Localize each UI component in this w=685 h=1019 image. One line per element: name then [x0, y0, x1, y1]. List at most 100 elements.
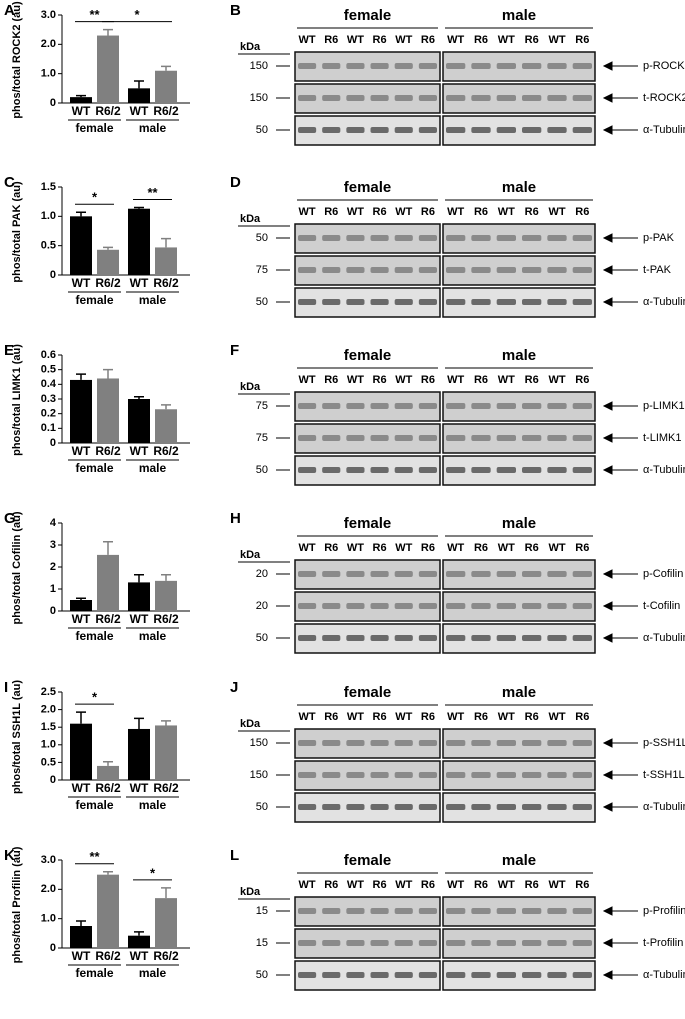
blot-band — [322, 908, 341, 914]
blot-strip — [442, 559, 596, 590]
blot-band — [471, 908, 491, 914]
blot-band — [471, 635, 491, 641]
blot-band — [394, 972, 413, 978]
blot-band — [547, 635, 567, 641]
lane-label: R6 — [421, 374, 435, 386]
blot-band — [522, 467, 542, 473]
bar — [155, 898, 177, 948]
blot-band — [322, 127, 341, 133]
group-label: male — [139, 798, 167, 812]
blot-band — [370, 740, 389, 746]
x-tick-label: R6/2 — [153, 444, 179, 458]
blot-band — [418, 63, 437, 69]
group-label: male — [139, 293, 167, 307]
group-label: female — [75, 121, 113, 135]
y-tick-label: 0.4 — [41, 378, 57, 390]
lane-label: R6 — [474, 542, 488, 554]
blot-band — [522, 804, 542, 810]
blot-band — [572, 95, 592, 101]
group-label: female — [75, 293, 113, 307]
band-label: α-Tubulin — [643, 124, 685, 136]
group-label: male — [502, 7, 536, 24]
x-tick-label: WT — [72, 276, 91, 290]
blot-band — [298, 127, 317, 133]
blot-band — [471, 299, 491, 305]
blot-band — [322, 940, 341, 946]
y-tick-label: 0 — [50, 269, 56, 281]
blot-band — [346, 267, 365, 273]
blot-band — [346, 772, 365, 778]
blot-band — [298, 403, 317, 409]
blot-band — [418, 972, 437, 978]
y-tick-label: 1.5 — [41, 721, 56, 733]
arrow — [602, 802, 638, 812]
blot-band — [418, 908, 437, 914]
bar — [70, 379, 92, 443]
blot-band — [322, 972, 341, 978]
lane-label: WT — [548, 879, 565, 891]
lane-label: R6 — [373, 206, 387, 218]
y-tick-label: 1 — [50, 583, 56, 595]
blot-band — [572, 267, 592, 273]
y-tick-label: 3.0 — [41, 9, 56, 21]
blot-strip — [294, 960, 441, 991]
lane-label: R6 — [373, 879, 387, 891]
error-bar — [134, 717, 144, 729]
significance-label: * — [92, 690, 98, 705]
blot-band — [370, 63, 389, 69]
error-bar — [76, 94, 86, 98]
y-tick-label: 2.0 — [41, 38, 56, 50]
x-tick-label: WT — [130, 781, 149, 795]
blot-band — [346, 940, 365, 946]
arrow — [602, 433, 638, 443]
blot-band — [418, 740, 437, 746]
lane-label: R6 — [421, 711, 435, 723]
y-tick-label: 1.0 — [41, 913, 56, 925]
blot-band — [370, 467, 389, 473]
y-axis-title: phos/total ROCK2 (au) — [11, 1, 23, 119]
y-tick-label: 1.5 — [41, 181, 56, 193]
x-tick-label: WT — [72, 104, 91, 118]
blot-band — [322, 403, 341, 409]
error-bar — [76, 597, 86, 600]
y-tick-label: 0 — [50, 97, 56, 109]
blot-strip — [442, 287, 596, 318]
arrow — [602, 938, 638, 948]
blot-strip — [294, 391, 441, 422]
blot-band — [346, 95, 365, 101]
blot-band — [446, 740, 466, 746]
error-bar — [76, 920, 86, 926]
bar — [70, 926, 92, 948]
blot-band — [496, 740, 516, 746]
blot-strip — [442, 223, 596, 254]
group-label: female — [75, 798, 113, 812]
blot-band — [298, 95, 317, 101]
kda-label: 50 — [256, 801, 268, 813]
lane-label: R6 — [575, 374, 589, 386]
bar — [155, 580, 177, 611]
y-tick-label: 0 — [50, 774, 56, 786]
band-label: p-PAK — [643, 232, 675, 244]
blot-strip — [294, 728, 441, 759]
error-bar — [103, 246, 113, 250]
blot-band — [496, 635, 516, 641]
blot-band — [446, 571, 466, 577]
blot-band — [346, 571, 365, 577]
blot-strip — [442, 896, 596, 927]
lane-label: WT — [299, 542, 316, 554]
error-bar — [134, 931, 144, 936]
error-bar — [134, 206, 144, 209]
blot-band — [572, 740, 592, 746]
panel-letter: D — [230, 174, 241, 191]
blot-band — [370, 772, 389, 778]
blot-band — [446, 908, 466, 914]
significance-label: ** — [147, 185, 158, 200]
y-tick-label: 0.5 — [41, 240, 56, 252]
kda-label: 50 — [256, 464, 268, 476]
arrow — [602, 465, 638, 475]
kda-label: 50 — [256, 232, 268, 244]
blot-band — [547, 435, 567, 441]
blot-band — [346, 635, 365, 641]
blot-band — [418, 603, 437, 609]
arrow — [602, 569, 638, 579]
